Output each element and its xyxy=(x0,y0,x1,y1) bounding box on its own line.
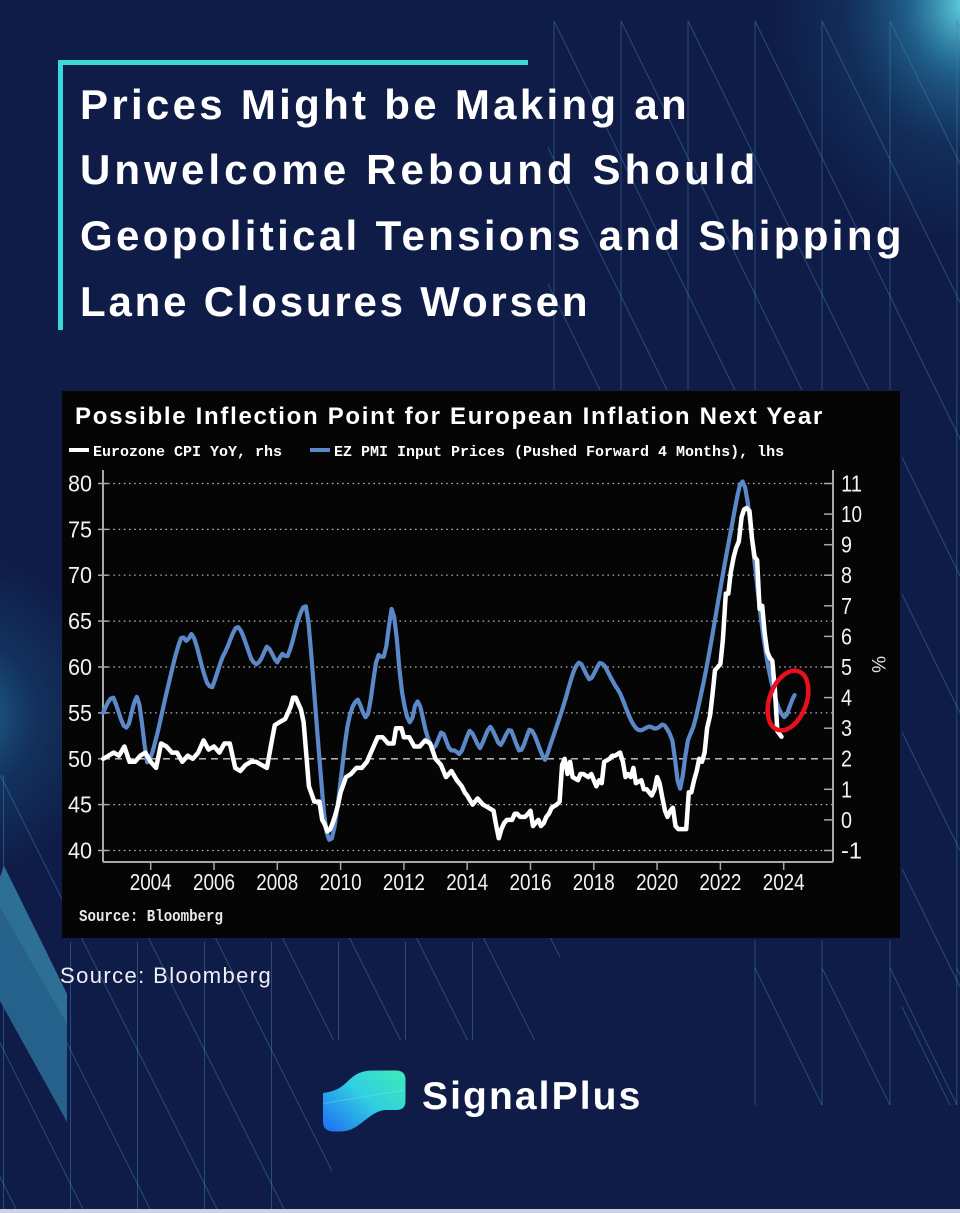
svg-text:2018: 2018 xyxy=(573,869,615,895)
svg-text:1: 1 xyxy=(841,776,852,802)
svg-text:2: 2 xyxy=(841,746,852,772)
svg-text:80: 80 xyxy=(68,471,92,497)
svg-text:0: 0 xyxy=(841,807,852,833)
svg-text:9: 9 xyxy=(841,532,852,558)
svg-text:Eurozone CPI YoY, rhs: Eurozone CPI YoY, rhs xyxy=(93,444,282,461)
svg-text:55: 55 xyxy=(68,700,92,726)
svg-text:75: 75 xyxy=(68,516,92,542)
svg-text:2012: 2012 xyxy=(383,869,425,895)
svg-text:2014: 2014 xyxy=(446,869,488,895)
svg-text:50: 50 xyxy=(68,746,92,772)
svg-text:60: 60 xyxy=(68,654,92,680)
svg-text:2016: 2016 xyxy=(510,869,552,895)
svg-text:%: % xyxy=(867,656,888,673)
svg-text:4: 4 xyxy=(841,685,852,711)
svg-text:2022: 2022 xyxy=(699,869,741,895)
svg-text:Source: Bloomberg: Source: Bloomberg xyxy=(79,907,223,926)
svg-text:2024: 2024 xyxy=(763,869,805,895)
svg-text:3: 3 xyxy=(841,715,852,741)
svg-text:5: 5 xyxy=(841,654,852,680)
svg-text:40: 40 xyxy=(68,838,92,864)
svg-text:6: 6 xyxy=(841,623,852,649)
svg-text:2008: 2008 xyxy=(256,869,298,895)
svg-text:-1: -1 xyxy=(841,838,862,864)
svg-text:65: 65 xyxy=(68,608,92,634)
svg-text:70: 70 xyxy=(68,562,92,588)
svg-text:10: 10 xyxy=(841,501,862,527)
svg-text:7: 7 xyxy=(841,593,852,619)
svg-text:2010: 2010 xyxy=(320,869,362,895)
svg-text:2006: 2006 xyxy=(193,869,235,895)
svg-text:Possible Inflection Point for: Possible Inflection Point for European I… xyxy=(75,403,824,430)
svg-text:2020: 2020 xyxy=(636,869,678,895)
svg-text:11: 11 xyxy=(841,471,862,497)
svg-text:45: 45 xyxy=(68,792,92,818)
svg-text:2004: 2004 xyxy=(130,869,172,895)
svg-text:8: 8 xyxy=(841,562,852,588)
svg-text:EZ PMI Input Prices (Pushed Fo: EZ PMI Input Prices (Pushed Forward 4 Mo… xyxy=(334,444,784,461)
